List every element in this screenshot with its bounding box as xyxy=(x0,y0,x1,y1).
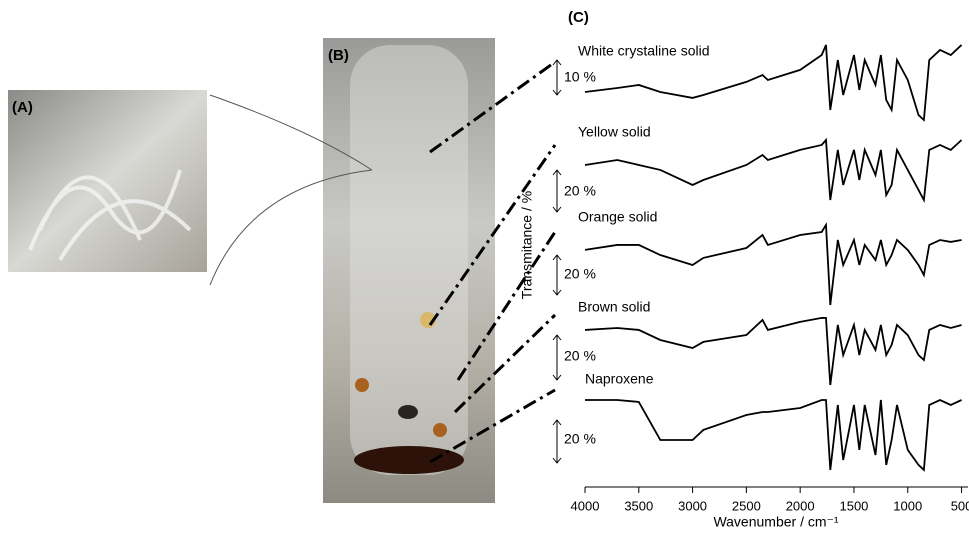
scale-bar-label: 20 % xyxy=(564,266,596,282)
panel-label: (A) xyxy=(12,99,33,116)
x-tick-label: 1500 xyxy=(839,498,868,513)
x-tick-label: 500 xyxy=(951,498,969,513)
residue xyxy=(355,378,369,392)
panel-label: (B) xyxy=(328,47,349,64)
residue xyxy=(398,405,418,419)
scale-bar-arrow xyxy=(552,59,562,96)
zoom-lines xyxy=(209,94,373,286)
scale-bar-label: 10 % xyxy=(564,69,596,85)
spectrum xyxy=(584,317,962,386)
scale-bar-label: 20 % xyxy=(564,348,596,364)
x-tick-label: 3500 xyxy=(624,498,653,513)
x-tick-label: 2000 xyxy=(786,498,815,513)
series-label: White crystaline solid xyxy=(578,43,710,59)
scale-bar-arrow xyxy=(552,169,562,213)
series-label: Naproxene xyxy=(585,371,654,387)
panel-label: (C) xyxy=(568,9,589,26)
spectrum xyxy=(585,399,962,472)
series-label: Brown solid xyxy=(578,299,650,315)
residue xyxy=(433,423,447,437)
scale-bar-arrow xyxy=(552,334,562,381)
series-label: Yellow solid xyxy=(578,124,651,140)
crystals xyxy=(28,169,192,262)
spectrum xyxy=(584,137,963,204)
tube xyxy=(350,45,468,475)
x-tick-label: 3000 xyxy=(678,498,707,513)
scale-bar-label: 20 % xyxy=(564,431,596,447)
residue xyxy=(354,446,464,474)
scale-bar-arrow xyxy=(552,254,562,296)
photo-a xyxy=(8,90,207,272)
scale-bar-arrow xyxy=(552,419,562,464)
y-axis-label: Transmitance / % xyxy=(519,191,535,299)
series-label: Orange solid xyxy=(578,209,657,225)
x-tick-label: 2500 xyxy=(732,498,761,513)
pointer-lines xyxy=(428,60,557,464)
spectrum xyxy=(584,44,963,122)
x-tick-label: 4000 xyxy=(571,498,600,513)
x-axis-label: Wavenumber / cm⁻¹ xyxy=(713,514,838,530)
spectrum xyxy=(584,222,962,306)
scale-bar-label: 20 % xyxy=(564,183,596,199)
x-tick-label: 1000 xyxy=(893,498,922,513)
